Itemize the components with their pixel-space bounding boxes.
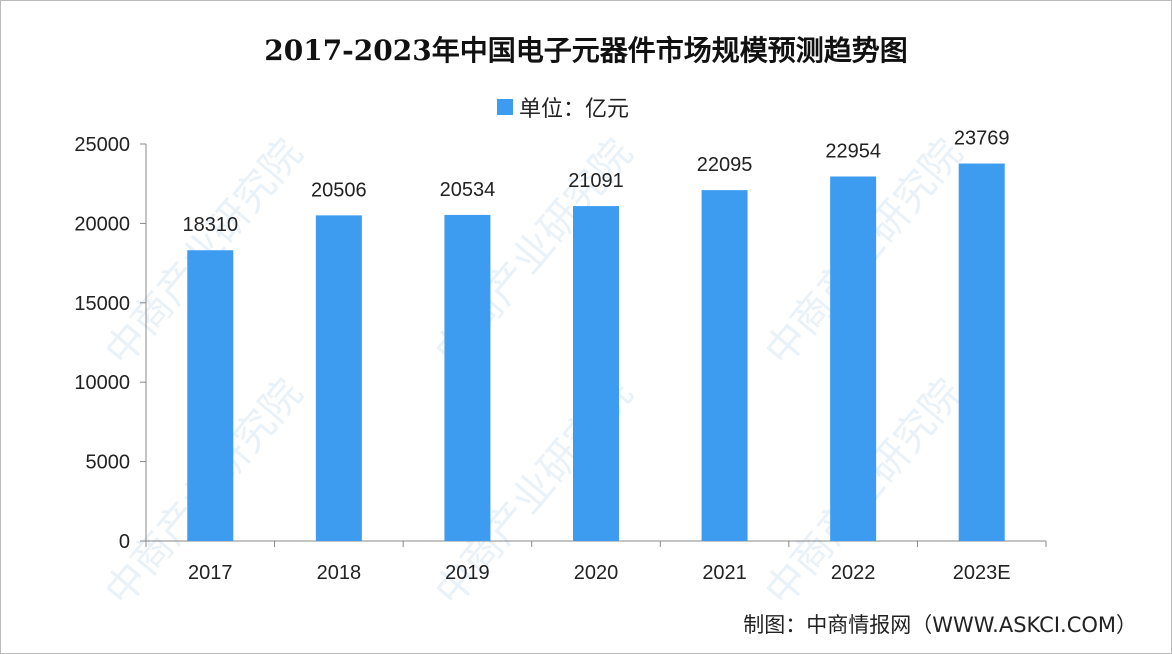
x-tick-label: 2020 [574,562,619,584]
y-tick-label: 20000 [74,213,130,235]
y-tick-label: 0 [119,531,130,553]
bar [573,206,619,541]
x-tick-label: 2017 [188,562,233,584]
bar [187,250,234,542]
bar [830,176,877,541]
bar [315,215,362,541]
legend-swatch [497,99,513,115]
legend: 单位：亿元 [497,91,629,123]
bar [701,190,748,541]
x-tick-label: 2018 [317,562,362,584]
legend-label: 单位：亿元 [519,97,630,122]
data-label: 18310 [182,214,238,236]
data-label: 22095 [697,154,753,176]
data-label: 22954 [825,140,881,162]
x-tick-label: 2023E [953,562,1011,584]
data-label: 21091 [568,170,624,192]
x-tick-label: 2022 [831,562,876,584]
x-tick-label: 2019 [445,562,490,584]
y-tick-label: 5000 [86,452,131,474]
data-label: 23769 [954,128,1010,150]
data-label: 20534 [440,179,496,201]
y-tick-label: 25000 [74,134,130,156]
bar [444,214,491,541]
source-note: 制图：中商情报网（WWW.ASKCI.COM） [743,613,1137,637]
y-tick-label: 10000 [74,372,130,394]
data-label: 20506 [311,179,367,201]
y-tick-label: 15000 [74,293,130,315]
x-tick-label: 2021 [702,562,747,584]
chart-title: 2017-2023年中国电子元器件市场规模预测趋势图 [264,34,908,67]
bar [958,163,1005,541]
